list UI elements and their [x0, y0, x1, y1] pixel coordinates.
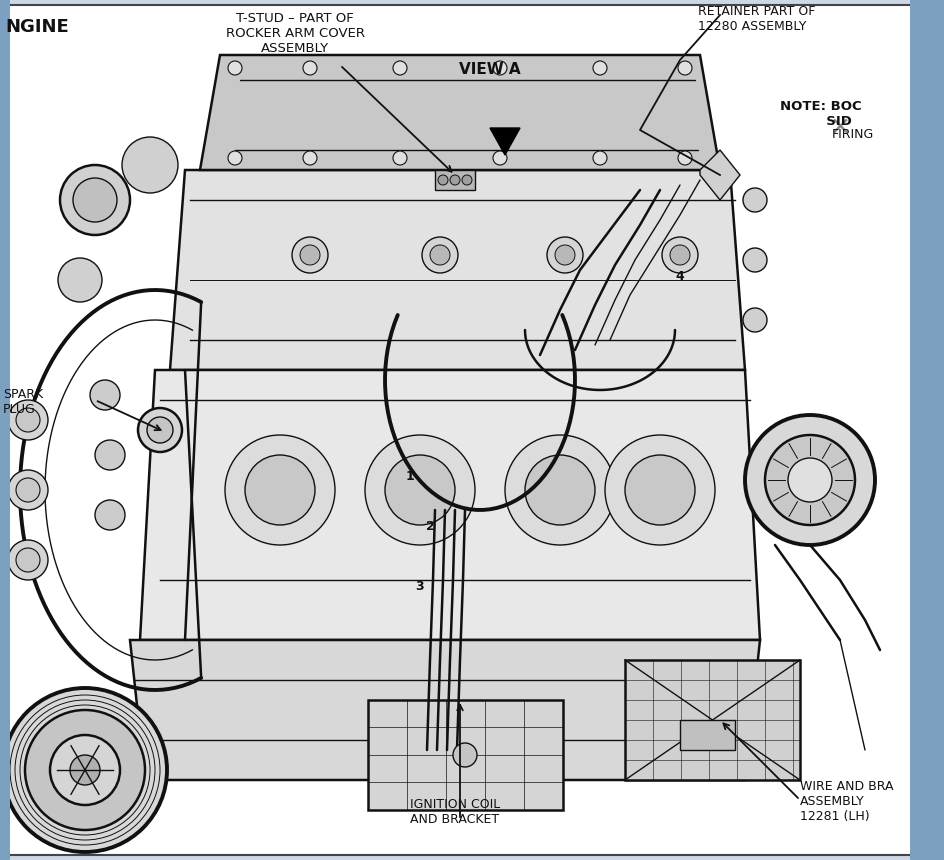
Circle shape	[554, 245, 574, 265]
Circle shape	[58, 258, 102, 302]
Text: VIEW A: VIEW A	[459, 62, 520, 77]
Circle shape	[462, 175, 471, 185]
Text: SPARK
PLUG: SPARK PLUG	[3, 388, 43, 416]
Polygon shape	[130, 640, 759, 780]
Text: 4: 4	[675, 270, 683, 283]
Circle shape	[73, 178, 117, 222]
Polygon shape	[700, 150, 739, 200]
Text: NGINE: NGINE	[5, 18, 69, 36]
Polygon shape	[490, 128, 519, 155]
Text: RETAINER PART OF
12280 ASSEMBLY: RETAINER PART OF 12280 ASSEMBLY	[698, 5, 815, 33]
Circle shape	[8, 400, 48, 440]
Circle shape	[59, 165, 130, 235]
Circle shape	[16, 478, 40, 502]
Bar	[680, 720, 734, 750]
Text: FIRING: FIRING	[831, 128, 873, 141]
Text: IGNITION COIL
AND BRACKET: IGNITION COIL AND BRACKET	[410, 798, 499, 826]
Circle shape	[8, 540, 48, 580]
Bar	[367, 700, 563, 810]
Circle shape	[122, 137, 177, 193]
Bar	[624, 660, 800, 780]
Circle shape	[765, 435, 854, 525]
Circle shape	[384, 455, 454, 525]
Circle shape	[244, 455, 314, 525]
Circle shape	[70, 755, 100, 785]
Circle shape	[228, 61, 242, 75]
Circle shape	[292, 237, 328, 273]
Circle shape	[662, 237, 698, 273]
Circle shape	[493, 151, 507, 165]
Circle shape	[742, 188, 767, 212]
Circle shape	[742, 248, 767, 272]
Text: T-STUD – PART OF
ROCKER ARM COVER
ASSEMBLY: T-STUD – PART OF ROCKER ARM COVER ASSEMB…	[226, 12, 364, 55]
Circle shape	[430, 245, 449, 265]
Circle shape	[624, 455, 694, 525]
Circle shape	[364, 435, 475, 545]
Circle shape	[393, 151, 407, 165]
Circle shape	[8, 470, 48, 510]
Circle shape	[452, 743, 477, 767]
Polygon shape	[170, 170, 744, 370]
Circle shape	[525, 455, 595, 525]
Circle shape	[504, 435, 615, 545]
Circle shape	[138, 408, 182, 452]
Bar	[0, 0, 10, 860]
Circle shape	[787, 458, 831, 502]
Circle shape	[449, 175, 460, 185]
Circle shape	[604, 435, 715, 545]
Circle shape	[95, 440, 125, 470]
Circle shape	[593, 151, 606, 165]
Polygon shape	[200, 55, 719, 170]
Text: 1: 1	[405, 470, 413, 483]
Polygon shape	[140, 370, 759, 640]
Circle shape	[3, 688, 167, 852]
Text: NOTE: BOC
          SID: NOTE: BOC SID	[779, 100, 861, 128]
Circle shape	[90, 380, 120, 410]
Text: 2: 2	[425, 520, 434, 533]
Circle shape	[225, 435, 334, 545]
Circle shape	[677, 151, 691, 165]
Circle shape	[677, 61, 691, 75]
Circle shape	[742, 308, 767, 332]
Circle shape	[303, 61, 316, 75]
Circle shape	[299, 245, 320, 265]
Circle shape	[228, 151, 242, 165]
Text: 3: 3	[415, 580, 424, 593]
Bar	[434, 170, 475, 190]
Circle shape	[547, 237, 582, 273]
Circle shape	[147, 417, 173, 443]
Text: ✕: ✕	[829, 116, 850, 140]
Circle shape	[16, 548, 40, 572]
Circle shape	[95, 500, 125, 530]
Circle shape	[50, 735, 120, 805]
Circle shape	[393, 61, 407, 75]
Text: WIRE AND BRA
ASSEMBLY
12281 (LH): WIRE AND BRA ASSEMBLY 12281 (LH)	[800, 780, 893, 823]
Circle shape	[303, 151, 316, 165]
Circle shape	[593, 61, 606, 75]
Bar	[909, 0, 944, 860]
Circle shape	[493, 61, 507, 75]
Circle shape	[422, 237, 458, 273]
Circle shape	[25, 710, 144, 830]
Circle shape	[669, 245, 689, 265]
Circle shape	[16, 408, 40, 432]
Circle shape	[744, 415, 874, 545]
Circle shape	[437, 175, 447, 185]
